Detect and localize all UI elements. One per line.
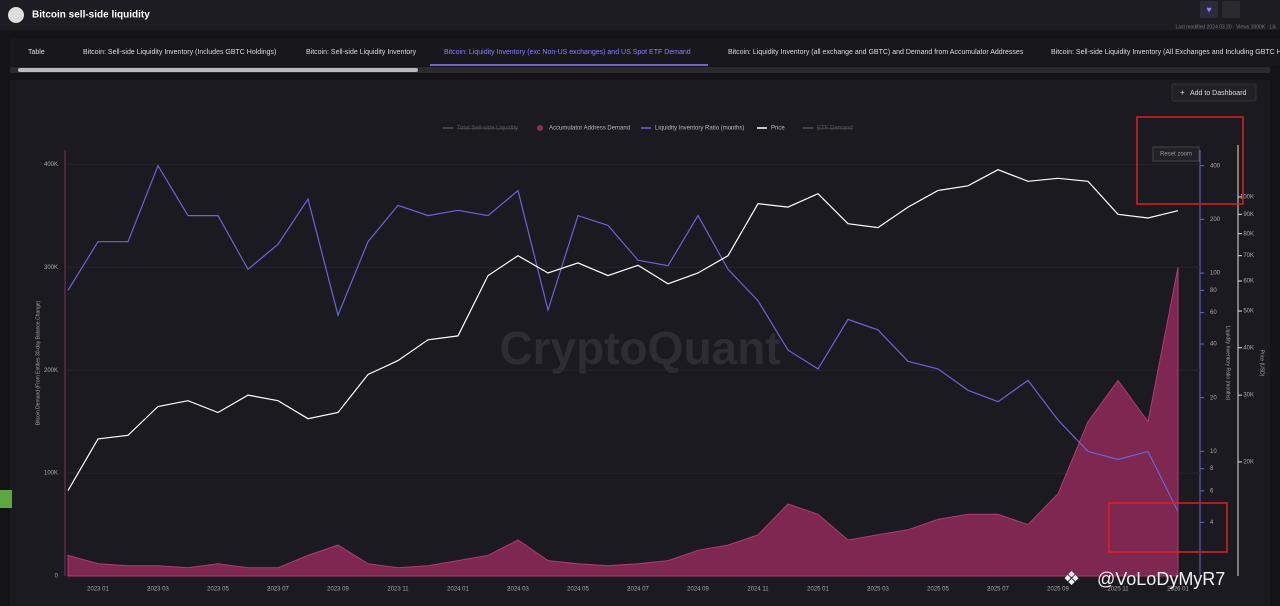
plot: Table Bitcoin: Sell-side Liquidity Invent…: [28, 49, 1280, 593]
tab-bar: [10, 38, 1280, 66]
page-title: Bitcoin sell-side liquidity: [32, 10, 150, 21]
x-tick-label: 2023 09: [327, 587, 349, 593]
like-button[interactable]: [1200, 1, 1218, 18]
y2-tick-label: 80: [1210, 288, 1217, 294]
x-tick-label: 2024 03: [507, 587, 529, 593]
x-tick-label: 2025 09: [1047, 587, 1069, 593]
header-bar: [0, 0, 1280, 30]
y-axis-title: Bitcoin Demand (From Entities 30-day Bal…: [35, 300, 41, 425]
highlight-box: [1108, 502, 1228, 553]
y3-tick-label: 60K: [1243, 279, 1254, 285]
x-tick-label: 2025 03: [867, 587, 889, 593]
bookmark-button[interactable]: [1222, 1, 1240, 18]
tab[interactable]: Bitcoin: Sell-side Liquidity Inventory (…: [1051, 49, 1280, 56]
y-tick-label: 100K: [44, 471, 58, 477]
legend-label[interactable]: ETF Demand: [817, 126, 853, 132]
scroll-thumb[interactable]: [18, 68, 418, 72]
credit-icon: ❖: [1063, 569, 1080, 590]
legend-label[interactable]: Liquidity Inventory Ratio (months): [655, 126, 744, 132]
x-tick-label: 2024 09: [687, 587, 709, 593]
x-tick-label: 2024 11: [747, 587, 769, 593]
tab[interactable]: Bitcoin: Liquidity Inventory (all exchan…: [728, 49, 1024, 56]
x-tick-label: 2023 11: [387, 587, 409, 593]
y3-tick-label: 20K: [1243, 459, 1254, 465]
y3-tick-label: 100K: [1240, 195, 1254, 201]
reset-zoom-button[interactable]: [1152, 146, 1200, 162]
y-tick-label: 200K: [44, 368, 58, 374]
x-tick-label: 2024 01: [447, 587, 469, 593]
x-tick-label: 2023 03: [147, 587, 169, 593]
like-icon: ♥: [1206, 4, 1211, 14]
meta: Last modified 2024 03 20 · Views 3300K ·…: [1175, 24, 1276, 30]
x-tick-label: 2025 01: [807, 587, 829, 593]
y3-tick-label: 30K: [1243, 393, 1254, 399]
highlight-box: [1136, 116, 1244, 205]
y3-axis-title: Price (USD): [1259, 350, 1265, 377]
credit: @VoLoDyMyR7: [1097, 569, 1225, 589]
y3-tick-label: 90K: [1243, 212, 1254, 218]
y2-tick-label: 4: [1210, 520, 1214, 526]
scrollbar[interactable]: [10, 67, 1270, 73]
y2-tick-label: 400: [1210, 163, 1221, 169]
tab[interactable]: Bitcoin: Sell-side Liquidity Inventory: [306, 49, 417, 56]
y2-tick-label: 40: [1210, 342, 1217, 348]
y2-tick-label: 8: [1210, 466, 1214, 472]
y3-tick-label: 80K: [1243, 231, 1254, 237]
y2-tick-label: 20: [1210, 395, 1217, 401]
y3-tick-label: 70K: [1243, 253, 1254, 259]
add-dashboard-label: Add to Dashboard: [1190, 90, 1247, 97]
y2-tick-label: 100: [1210, 271, 1221, 277]
y-tick-label: 0: [55, 574, 59, 580]
y2-axis-title: Liquidity Inventory Ratio (months): [1225, 326, 1231, 401]
y2-tick-label: 60: [1210, 310, 1217, 316]
legend-label[interactable]: Accumulator Address Demand: [549, 126, 630, 132]
price-line: [67, 169, 1179, 491]
x-tick-label: 2023 07: [267, 587, 289, 593]
legend-marker: [537, 125, 543, 131]
x-tick-label: 2023 05: [207, 587, 229, 593]
y2-tick-label: 200: [1210, 217, 1221, 223]
x-tick-label: 2025 05: [927, 587, 949, 593]
watermark: CryptoQuant: [499, 322, 780, 374]
y3-tick-label: 50K: [1243, 309, 1254, 315]
side-widget[interactable]: [0, 490, 12, 508]
y-tick-label: 300K: [44, 265, 58, 271]
tab[interactable]: Bitcoin: Sell-side Liquidity Inventory (…: [83, 49, 276, 56]
demand-area: [67, 267, 1179, 577]
legend-label[interactable]: Price: [771, 126, 785, 132]
x-tick-label: 2025 11: [1107, 587, 1129, 593]
y2-tick-label: 10: [1210, 449, 1217, 455]
y2-tick-label: 6: [1210, 489, 1214, 495]
x-tick-label: 2025 07: [987, 587, 1009, 593]
reset-zoom-label: Reset zoom: [1160, 152, 1192, 158]
tab[interactable]: Table: [28, 49, 45, 56]
y-tick-label: 400K: [44, 162, 58, 168]
legend-label[interactable]: Total Sell-side Liquidity: [457, 126, 518, 132]
x-tick-label: 2024 05: [567, 587, 589, 593]
x-tick-label: 2026 01: [1167, 587, 1189, 593]
add-dashboard-button[interactable]: [1171, 83, 1257, 102]
y3-tick-label: 40K: [1243, 345, 1254, 351]
plus-icon: +: [1180, 88, 1185, 97]
x-tick-label: 2023 01: [87, 587, 109, 593]
x-tick-label: 2024 07: [627, 587, 649, 593]
avatar: [8, 7, 24, 23]
ratio-line: [67, 164, 1179, 512]
tab[interactable]: Bitcoin: Liquidity Inventory (exc Non-US…: [444, 49, 691, 56]
